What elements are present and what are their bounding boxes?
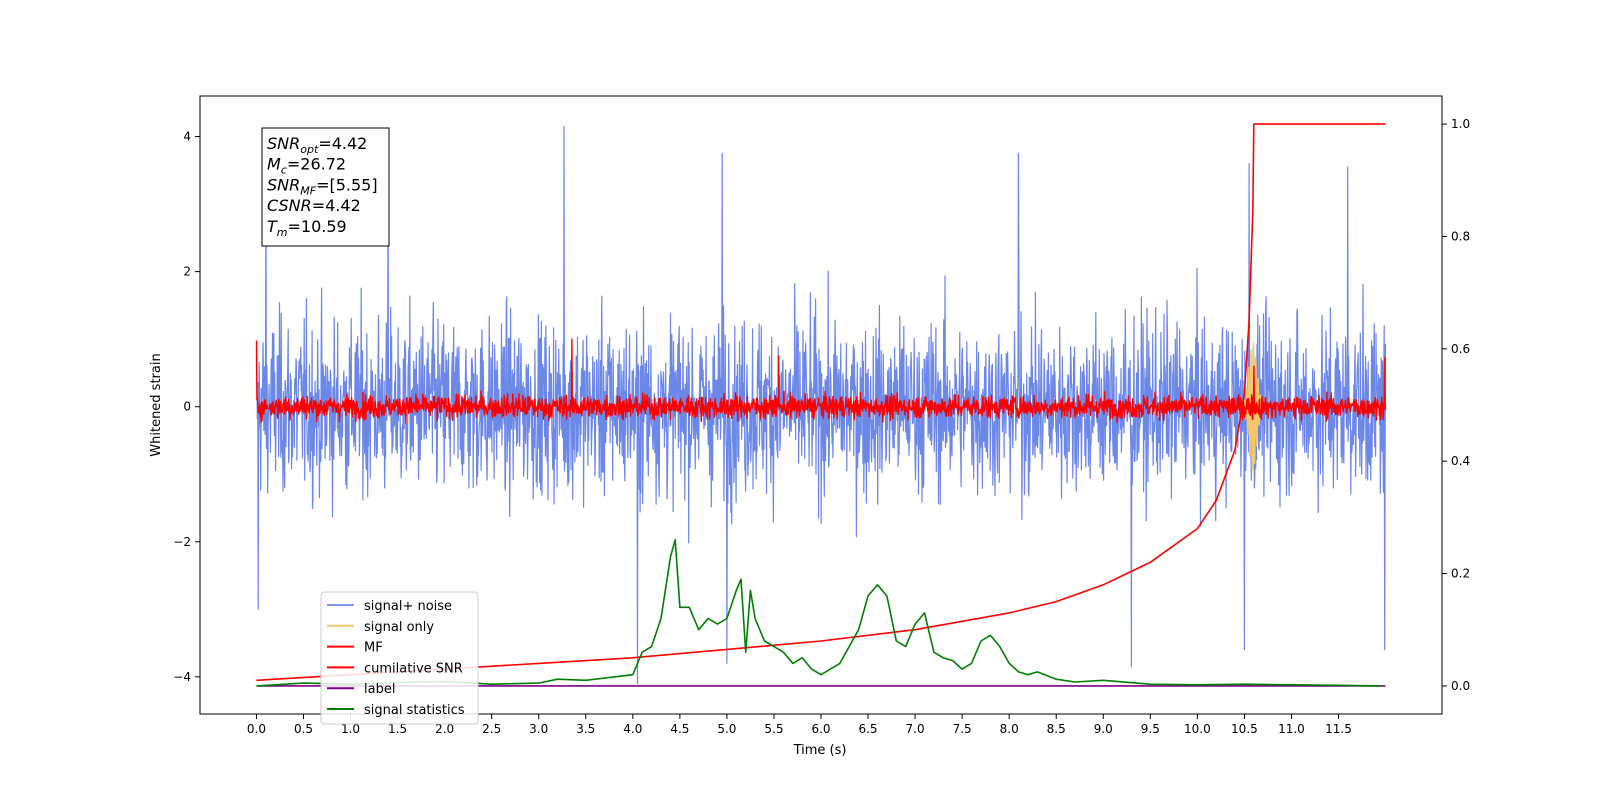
- y-axis-right: 0.0 0.2 0.4 0.6 0.8 1.0: [1442, 117, 1470, 693]
- annotation-frame: [261, 127, 390, 247]
- x-tick-label: 5.5: [764, 722, 783, 736]
- y-right-tick-label: 0.2: [1451, 567, 1470, 581]
- legend-frame: [320, 591, 479, 725]
- y-axis-left: −4 −2 0 2 4: [173, 130, 200, 684]
- x-tick-label: 0.5: [294, 722, 313, 736]
- y-right-tick-label: 0.0: [1451, 679, 1470, 693]
- legend-label: label: [364, 682, 395, 697]
- y-right-tick-label: 0.4: [1451, 454, 1470, 468]
- series-cumilative-snr: [256, 123, 1386, 682]
- x-tick-label: 11.0: [1278, 722, 1305, 736]
- x-tick-label: 4.5: [670, 722, 689, 736]
- x-tick-label: 0.0: [247, 722, 266, 736]
- x-tick-label: 5.0: [717, 722, 736, 736]
- annotation-line: Mc=26.72: [267, 155, 346, 177]
- y-tick-label: −2: [173, 535, 191, 549]
- x-axis-label: Time (s): [793, 743, 847, 758]
- x-axis: 0.0 0.5 1.0 1.5 2.0 2.5 3.0 3.5 4.0 4.5 5.0 5.5 6.0 6…: [247, 714, 1352, 736]
- y-right-tick-label: 1.0: [1451, 117, 1470, 131]
- x-tick-label: 9.0: [1094, 722, 1113, 736]
- annotation-line: Tm=10.59: [267, 217, 347, 239]
- x-tick-label: 11.5: [1325, 722, 1352, 736]
- x-tick-label: 3.5: [576, 722, 595, 736]
- legend-label: cumilative SNR: [364, 661, 463, 676]
- annotation-box: SNRopt=4.42Mc=26.72SNRMF=[5.55]CSNR=4.42…: [261, 127, 390, 247]
- x-tick-label: 8.5: [1047, 722, 1066, 736]
- legend-label: signal only: [364, 620, 434, 635]
- x-tick-label: 6.0: [811, 722, 830, 736]
- legend-label: signal statistics: [364, 703, 465, 718]
- y-right-tick-label: 0.6: [1451, 342, 1470, 356]
- x-tick-label: 2.5: [482, 722, 501, 736]
- x-tick-label: 7.0: [906, 722, 925, 736]
- y-right-tick-label: 0.8: [1451, 229, 1470, 243]
- x-tick-label: 9.5: [1141, 722, 1160, 736]
- y-axis-label: Whitened strain: [149, 353, 164, 456]
- x-tick-label: 7.5: [953, 722, 972, 736]
- x-tick-label: 1.5: [388, 722, 407, 736]
- y-tick-label: −4: [173, 670, 191, 684]
- x-tick-label: 3.0: [529, 722, 548, 736]
- x-tick-label: 2.0: [435, 722, 454, 736]
- y-tick-label: 0: [183, 400, 191, 414]
- series-signal-statistics: [256, 539, 1381, 687]
- x-tick-label: 8.0: [1000, 722, 1019, 736]
- x-tick-label: 10.5: [1231, 722, 1258, 736]
- y-tick-label: 4: [183, 130, 191, 144]
- x-tick-label: 10.0: [1184, 722, 1211, 736]
- annotation-line: SNRopt=4.42: [267, 134, 367, 156]
- annotation-line: SNRMF=[5.55]: [267, 175, 378, 197]
- legend: signal+ noise signal only MF cumilative SNR…: [320, 591, 479, 725]
- legend-label: MF: [364, 641, 383, 656]
- legend-label: signal+ noise: [364, 599, 452, 614]
- x-tick-label: 6.5: [858, 722, 877, 736]
- x-tick-label: 4.0: [623, 722, 642, 736]
- annotation-line: CSNR=4.42: [267, 196, 361, 215]
- series-mf: [255, 338, 1387, 424]
- x-tick-label: 1.0: [341, 722, 360, 736]
- y-tick-label: 2: [183, 265, 191, 279]
